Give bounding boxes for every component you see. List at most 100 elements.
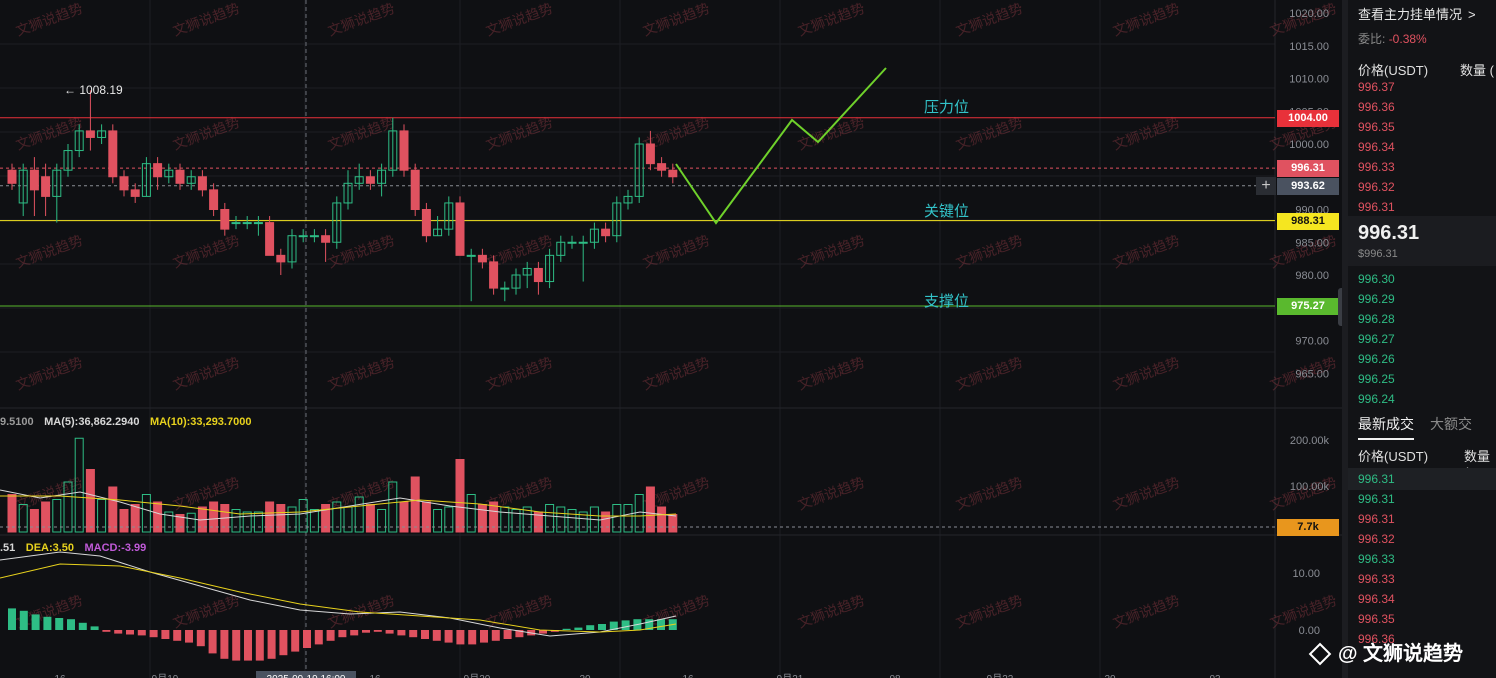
- ask-row[interactable]: 996.36: [1358, 100, 1395, 114]
- tab-large-trades[interactable]: 大额交: [1430, 416, 1472, 432]
- candle-body: [433, 228, 443, 237]
- bid-row[interactable]: 996.29: [1358, 292, 1395, 306]
- price-tick: 985.00: [1295, 237, 1329, 249]
- candle-body: [108, 130, 118, 178]
- watermark-text: 文狮说趋势: [484, 354, 555, 393]
- ask-row[interactable]: 996.31: [1358, 200, 1395, 214]
- time-tick: 20: [1104, 674, 1116, 678]
- volume-bar: [612, 504, 622, 533]
- macd-bar: [161, 630, 170, 639]
- volume-current-tag: 7.7k: [1277, 519, 1339, 536]
- candle-body: [645, 143, 655, 165]
- support-label: 支撑位: [924, 293, 970, 310]
- bid-row[interactable]: 996.24: [1358, 392, 1395, 406]
- macd-bar: [657, 619, 665, 630]
- watermark-text: 文狮说趋势: [326, 114, 397, 153]
- macd-bar: [598, 624, 606, 630]
- bid-row[interactable]: 996.27: [1358, 332, 1395, 346]
- candle-body: [119, 176, 129, 191]
- bid-row[interactable]: 996.28: [1358, 312, 1395, 326]
- candle-body: [29, 169, 39, 191]
- tab-latest-trades[interactable]: 最新成交: [1358, 414, 1414, 440]
- candle-body: [388, 130, 398, 171]
- volume-bar: [175, 514, 185, 533]
- price-tick: 1000.00: [1289, 139, 1329, 151]
- watermark-text: 文狮说趋势: [171, 232, 242, 271]
- price-tag: 996.31: [1277, 160, 1339, 178]
- ask-row[interactable]: 996.35: [1358, 120, 1395, 134]
- macd-legend: .51 DEA:3.50 MACD:-3.99: [0, 542, 147, 554]
- macd-bar: [373, 630, 382, 632]
- time-tick: 2025-09-19 16:00: [267, 674, 346, 678]
- add-alert-button[interactable]: +: [1256, 177, 1276, 195]
- candle-body: [164, 169, 174, 178]
- candle-body: [511, 274, 521, 289]
- ask-row[interactable]: 996.34: [1358, 140, 1395, 154]
- time-tick: 9月19: [152, 673, 179, 678]
- candle-body: [343, 182, 353, 204]
- macd-dea-line: [0, 563, 677, 633]
- volume-tick: 100.00k: [1290, 481, 1330, 493]
- macd-bar: [232, 630, 241, 661]
- ask-row[interactable]: 996.32: [1358, 180, 1395, 194]
- watermark-text: 文狮说趋势: [1111, 474, 1182, 513]
- volume-bar: [455, 459, 465, 533]
- time-tick: 9月22: [987, 673, 1014, 678]
- ask-row[interactable]: 996.37: [1358, 80, 1395, 94]
- watermark-text: 文狮说趋势: [796, 0, 867, 39]
- candle-body: [421, 209, 431, 237]
- crosshair-time-tag: [256, 671, 356, 678]
- macd-bar: [114, 630, 123, 634]
- bid-row[interactable]: 996.30: [1358, 272, 1395, 286]
- author-logo: @ 文狮说趋势: [1308, 637, 1463, 666]
- candlestick-chart[interactable]: 文狮说趋势 文狮说趋势 文狮说趋势 文狮说趋势 文狮说趋势 文狮说趋势 文狮说趋势 文狮说趋势…: [0, 0, 1342, 678]
- trade-row: 996.33: [1358, 552, 1395, 566]
- watermark-text: 文狮说趋势: [641, 232, 712, 271]
- watermark-text: 文狮说趋势: [796, 354, 867, 393]
- price-tag: 1004.00: [1277, 109, 1339, 127]
- volume-bar: [354, 496, 364, 533]
- candle-body: [612, 202, 622, 237]
- chart-area[interactable]: 文狮说趋势 文狮说趋势 文狮说趋势 文狮说趋势 文狮说趋势 文狮说趋势 文狮说趋势 文狮说趋势…: [0, 0, 1342, 678]
- price-tag: 993.62: [1277, 177, 1339, 195]
- bid-row[interactable]: 996.26: [1358, 352, 1395, 366]
- macd-bar: [78, 622, 87, 630]
- volume-bar: [668, 514, 678, 533]
- volume-bar: [623, 504, 633, 533]
- volume-bar: [74, 437, 84, 533]
- watermark-text: 文狮说趋势: [14, 114, 85, 153]
- volume-bar: [141, 494, 151, 533]
- candle-body: [634, 143, 644, 197]
- orderbook-title-link[interactable]: 查看主力挂单情况 >: [1358, 7, 1476, 22]
- macd-bar: [350, 630, 359, 636]
- last-price-usd: $996.31: [1358, 248, 1398, 260]
- macd-bar: [196, 630, 205, 647]
- candle-body: [477, 254, 487, 263]
- volume-bar: [522, 506, 532, 533]
- macd-bar: [255, 630, 264, 661]
- candle-body: [500, 287, 510, 290]
- watermark-text: 文狮说趋势: [171, 592, 242, 631]
- macd-bar: [562, 628, 571, 630]
- order-ratio: 委比: -0.38%: [1358, 32, 1427, 46]
- macd-bar: [574, 627, 583, 630]
- candle-body: [7, 169, 17, 184]
- watermark-text: 文狮说趋势: [326, 592, 397, 631]
- macd-bar: [468, 630, 477, 645]
- volume-bar: [657, 506, 667, 533]
- macd-bar: [8, 608, 16, 630]
- macd-bar: [503, 630, 512, 639]
- price-tag: 975.27: [1277, 297, 1339, 315]
- candle-body: [578, 241, 588, 244]
- ask-row[interactable]: 996.33: [1358, 160, 1395, 174]
- candle-body: [657, 163, 667, 171]
- volume-bar: [41, 501, 51, 533]
- watermark-text: 文狮说趋势: [1111, 354, 1182, 393]
- bid-row[interactable]: 996.25: [1358, 372, 1395, 386]
- col-price-header: 价格(USDT): [1358, 63, 1429, 78]
- volume-bar: [388, 481, 398, 533]
- trade-row: 996.33: [1358, 572, 1395, 586]
- macd-bar: [456, 630, 465, 645]
- volume-bar: [265, 501, 275, 533]
- volume-bar: [108, 486, 118, 533]
